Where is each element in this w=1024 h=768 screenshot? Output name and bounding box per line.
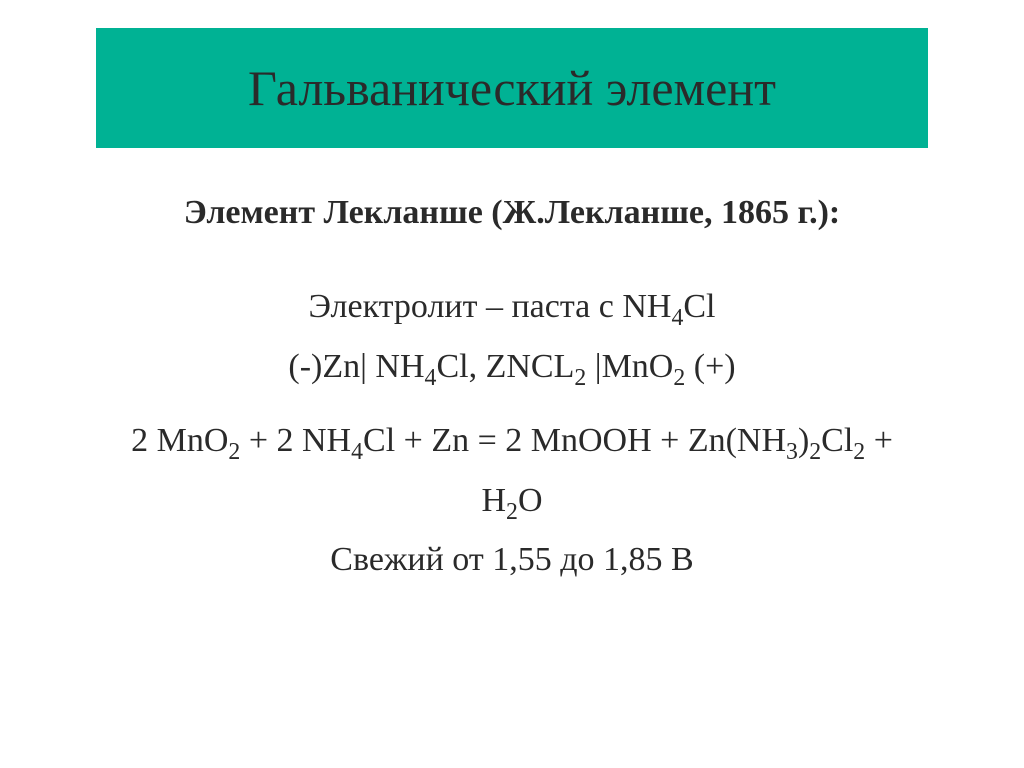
body-line: Электролит – паста с NH4Cl [0, 284, 1024, 330]
body-line: 2 MnO2 + 2 NH4Cl + Zn = 2 MnOOH + Zn(NH3… [0, 418, 1024, 464]
slide-title: Гальванический элемент [248, 59, 776, 117]
body-line: Свежий от 1,55 до 1,85 В [0, 537, 1024, 583]
body-line: H2O [0, 478, 1024, 524]
content-area: Элемент Лекланше (Ж.Лекланше, 1865 г.): … [0, 190, 1024, 583]
body-line: (-)Zn| NH4Cl, ZNCL2 |MnO2 (+) [0, 344, 1024, 390]
title-banner: Гальванический элемент [96, 28, 928, 148]
body-lines: Электролит – паста с NH4Cl (-)Zn| NH4Cl, … [0, 284, 1024, 583]
subtitle: Элемент Лекланше (Ж.Лекланше, 1865 г.): [0, 190, 1024, 236]
